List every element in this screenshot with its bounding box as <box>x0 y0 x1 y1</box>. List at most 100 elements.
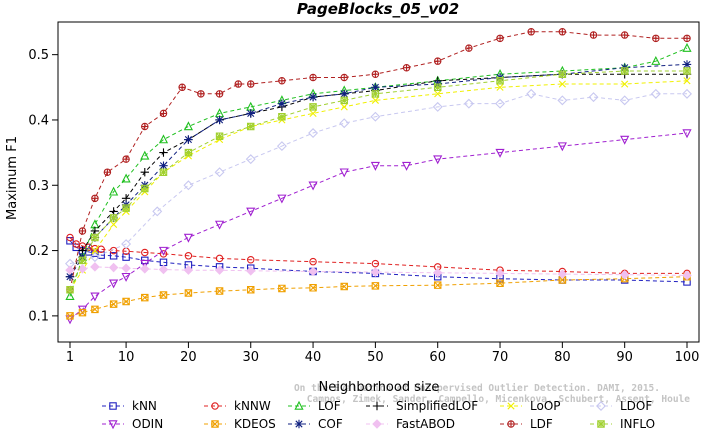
data-point-ldf <box>496 34 504 42</box>
legend-item-knnw: kNNW <box>204 399 271 413</box>
data-point-knnw <box>97 245 105 254</box>
data-point-ldof <box>619 95 630 106</box>
legend-marker-kdeos <box>211 420 219 428</box>
legend-marker-simplifiedlof <box>372 401 382 411</box>
data-point-ldof <box>339 118 350 129</box>
x-tick-label: 90 <box>616 350 633 365</box>
data-point-loop <box>496 83 504 91</box>
data-point-odin <box>158 246 169 256</box>
data-point-odin <box>90 292 100 302</box>
legend-item-odin: ODIN <box>102 417 163 431</box>
data-point-ldf <box>246 80 255 88</box>
legend-item-cof: COF <box>288 417 343 431</box>
data-point-lof <box>140 150 150 160</box>
legend-marker-ldf <box>507 420 515 428</box>
series-line-ldf <box>69 31 687 290</box>
data-point-simplifiedlof <box>140 168 149 177</box>
data-point-ldf <box>620 31 629 39</box>
data-point-odin <box>277 194 287 204</box>
data-point-odin <box>557 142 567 152</box>
data-point-fastabod <box>121 263 131 273</box>
data-point-fastabod <box>370 267 381 277</box>
data-point-odin <box>246 207 256 217</box>
legend-item-loop: LoOP <box>500 399 561 413</box>
data-point-cof <box>277 99 287 108</box>
data-point-inflo <box>246 122 255 131</box>
y-tick-label: 0.4 <box>28 113 49 128</box>
data-point-ldf <box>122 155 130 163</box>
data-point-ldof <box>526 88 537 99</box>
series-line-knn <box>69 240 688 283</box>
data-point-lof <box>682 42 692 52</box>
data-point-kdeos <box>159 291 168 299</box>
data-point-lof <box>158 134 169 144</box>
data-point-cof <box>184 135 193 144</box>
data-point-ldof <box>308 128 319 138</box>
data-point-inflo <box>558 70 567 78</box>
data-point-ldf <box>234 80 243 88</box>
data-point-inflo <box>215 132 224 141</box>
data-point-kdeos <box>109 300 118 308</box>
x-tick-label: 60 <box>429 350 446 365</box>
legend-item-simplifiedlof: SimplifiedLOF <box>366 399 478 413</box>
x-tick-label: 50 <box>367 350 384 365</box>
series-kdeos <box>66 272 691 320</box>
legend-marker-cof <box>294 419 304 429</box>
legend-marker-lof <box>294 400 304 410</box>
data-point-inflo <box>496 77 504 85</box>
data-point-knn <box>109 252 118 260</box>
data-point-ldof <box>89 252 100 263</box>
data-point-loop <box>371 96 379 104</box>
y-axis-label: Maximum F1 <box>5 136 20 220</box>
data-point-odin <box>495 148 505 158</box>
data-point-fastabod <box>183 265 194 275</box>
data-point-cof <box>159 161 168 170</box>
data-point-kdeos <box>91 305 99 314</box>
data-point-ldf <box>159 109 168 118</box>
data-point-ldf <box>340 73 348 82</box>
data-point-kdeos <box>215 287 224 295</box>
data-point-cof <box>246 109 255 118</box>
data-point-loop <box>434 90 442 98</box>
legend-label-kdeos: KDEOS <box>234 417 276 431</box>
chart-title: PageBlocks_05_v02 <box>297 0 459 18</box>
legend-label-simplifiedlof: SimplifiedLOF <box>396 399 478 413</box>
x-tick-label: 30 <box>242 350 259 365</box>
data-point-odin <box>109 279 119 289</box>
y-tick-label: 0.2 <box>28 244 49 259</box>
data-point-kdeos <box>371 282 380 290</box>
data-point-fastabod <box>158 264 169 275</box>
data-point-ldf <box>652 34 660 42</box>
data-point-fastabod <box>245 266 256 276</box>
data-point-inflo <box>184 148 193 157</box>
data-point-loop <box>110 220 118 229</box>
data-point-kdeos <box>78 308 87 317</box>
legend-marker-knnw <box>211 402 219 410</box>
data-point-cof <box>215 115 224 125</box>
legend-label-ldf: LDF <box>530 417 553 431</box>
data-point-knnw <box>159 250 168 258</box>
data-point-lof <box>651 55 661 65</box>
data-point-inflo <box>122 204 130 212</box>
data-point-ldf <box>683 34 691 42</box>
data-point-inflo <box>309 103 317 111</box>
data-point-inflo <box>433 83 442 92</box>
data-point-loop <box>558 80 566 88</box>
data-point-ldof <box>557 95 568 106</box>
data-point-fastabod <box>214 265 225 275</box>
data-point-ldof <box>588 92 599 103</box>
data-point-odin <box>433 155 443 165</box>
data-point-cof <box>308 92 318 102</box>
legend-item-kdeos: KDEOS <box>204 417 276 431</box>
data-point-cof <box>371 83 380 92</box>
series-line-lof <box>69 47 688 297</box>
x-tick-label: 1 <box>66 350 74 365</box>
data-point-loop <box>621 80 629 88</box>
data-point-ldof <box>432 101 443 112</box>
data-point-ldof <box>495 98 506 109</box>
data-point-ldof <box>370 111 381 122</box>
data-point-ldf <box>589 31 598 39</box>
data-point-kdeos <box>309 284 317 292</box>
legend-label-knn: kNN <box>132 399 157 413</box>
data-point-odin <box>339 168 349 178</box>
